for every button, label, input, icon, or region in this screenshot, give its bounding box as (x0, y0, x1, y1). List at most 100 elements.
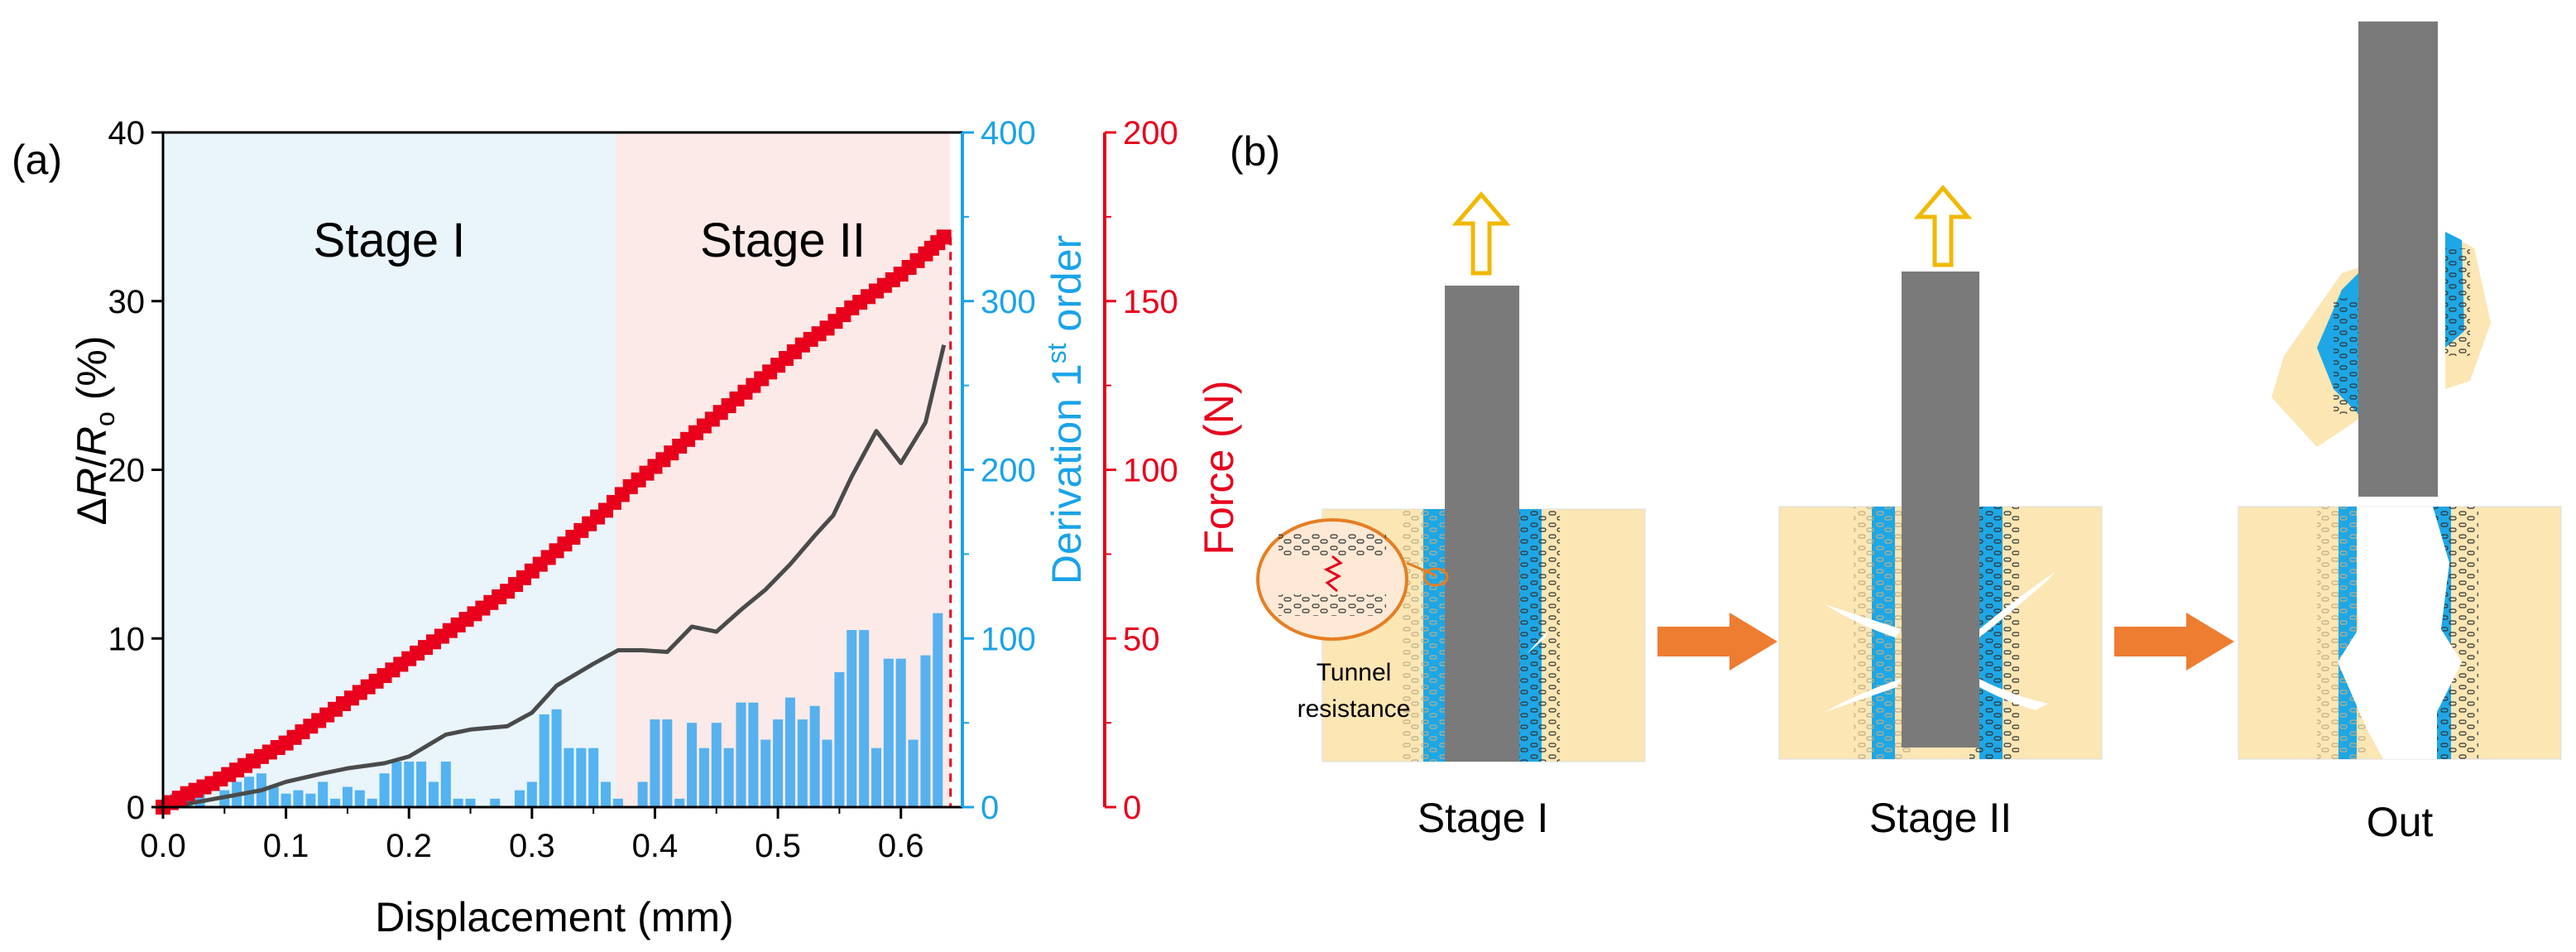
left-axis-title: ΔR/Ro (%) (69, 336, 120, 526)
force-markers (156, 229, 952, 815)
derivative-bar (281, 793, 291, 807)
x-tick-label: 0.1 (263, 828, 309, 864)
right-1-tick-label: 0 (981, 790, 999, 826)
stage-2-crack-4 (1979, 679, 2048, 710)
stage-1-crack (1527, 631, 1547, 654)
derivative-bar (883, 658, 894, 807)
left-tick-label: 0 (127, 790, 145, 826)
derivative-bar (773, 719, 784, 807)
derivative-bar (662, 719, 673, 807)
derivative-bar (391, 761, 402, 807)
tunnel-spring-icon (1323, 555, 1343, 593)
force-marker (936, 229, 952, 245)
out-hole (2338, 507, 2462, 759)
derivative-bar (453, 798, 463, 807)
stage-region-label-2: Stage II (700, 214, 866, 267)
stage-2-crack-2 (1825, 679, 1902, 712)
out-pin (2358, 22, 2438, 497)
left-tick-label: 10 (108, 621, 146, 657)
out-schematic (2238, 22, 2562, 760)
derivative-bar (895, 658, 906, 807)
derivative-bar (404, 761, 415, 807)
derivative-bar (379, 773, 390, 807)
chart: Stage I Stage II 0.0 0.1 0.2 0.3 0.4 0.5 0.6 0 10… (108, 115, 1178, 864)
stage-2-label: Stage II (1869, 795, 2012, 841)
derivative-bar (268, 786, 279, 807)
derivative-bar (564, 748, 574, 807)
left-tick-label: 40 (108, 115, 146, 151)
derivative-bar (859, 630, 870, 807)
inset-pointer (1406, 561, 1437, 577)
derivative-bar (490, 798, 501, 807)
derivative-bar (748, 702, 759, 807)
inset-label-1: Tunnel (1317, 659, 1392, 686)
x-tick-label: 0.4 (632, 828, 679, 864)
stage-2-schematic (1778, 185, 2103, 760)
inset-cnt-top (1278, 534, 1386, 555)
derivative-bar (933, 613, 943, 807)
stage-region-2 (615, 132, 951, 807)
derivative-bar (822, 739, 832, 807)
derivative-bar (576, 748, 587, 807)
derivative-bars (170, 613, 943, 807)
right-2-tick-label: 50 (1123, 621, 1160, 657)
right-2-tick-label: 100 (1123, 453, 1178, 489)
derivative-bar (342, 786, 353, 807)
left-tick-label: 20 (108, 453, 146, 489)
derivative-bar (650, 719, 660, 807)
stage-1-pin (1445, 286, 1519, 762)
derivative-bar (551, 709, 562, 807)
derivative-bar (318, 781, 329, 807)
stage-2-crack-1 (1825, 604, 1902, 637)
derivative-bar (847, 630, 857, 807)
derivative-bar (871, 748, 881, 807)
derivative-bar (674, 798, 685, 807)
derivative-bar (367, 798, 377, 807)
derivative-bar (698, 748, 709, 807)
derivative-bar (908, 739, 919, 807)
right-1-tick-label: 300 (981, 284, 1036, 320)
derivative-bar (784, 697, 795, 807)
derivative-bar (440, 761, 451, 807)
right-1-tick-label: 400 (981, 115, 1036, 151)
left-tick-label: 30 (108, 284, 146, 320)
derivative-bar (723, 748, 734, 807)
stage-2-crack-3 (1979, 571, 2056, 637)
derivative-bar (514, 790, 525, 807)
stage-2-pull-arrow-icon (1913, 185, 1973, 267)
derivative-bar (760, 739, 771, 807)
x-tick-label: 0.5 (755, 828, 801, 864)
right-1-tick-label: 100 (981, 621, 1036, 657)
stage-region-label-1: Stage I (314, 214, 466, 267)
derivative-bar (834, 672, 845, 807)
derivative-bar (293, 790, 304, 807)
right-2-tick-label: 0 (1123, 790, 1141, 826)
derivative-bar (809, 705, 820, 807)
derivative-bar (354, 790, 365, 807)
derivative-bar (428, 781, 439, 807)
derivative-bar (465, 798, 476, 807)
right-axis-1-title: Derivation 1st order (1042, 235, 1090, 584)
x-axis-title: Displacement (mm) (375, 894, 733, 940)
derivative-bar (588, 748, 599, 807)
derivative-bar (526, 781, 537, 807)
derivative-bar (687, 723, 698, 807)
derivative-bar (797, 719, 808, 807)
stage-1-label: Stage I (1418, 795, 1548, 841)
right-1-tick-label: 200 (981, 453, 1036, 489)
inset-focus (1422, 567, 1449, 587)
inset-cnt-bottom (1278, 594, 1386, 616)
derivative-bar (736, 702, 746, 807)
panel-b-label: (b) (1230, 128, 1280, 175)
out-debris-texture-2 (2445, 248, 2470, 356)
resistance-line-path (162, 344, 947, 810)
stage-1-pull-arrow-icon (1451, 191, 1511, 276)
stage-regions: Stage I Stage II (163, 132, 951, 807)
panel-a-label: (a) (12, 137, 62, 183)
x-tick-label: 0.3 (509, 828, 555, 864)
stage-1-schematic: Tunnel resistance (1256, 191, 1646, 762)
transition-arrow-2-icon (2114, 613, 2234, 671)
axes: 0.0 0.1 0.2 0.3 0.4 0.5 0.60102030400100200300… (108, 115, 1178, 864)
right-2-tick-label: 150 (1123, 284, 1178, 320)
